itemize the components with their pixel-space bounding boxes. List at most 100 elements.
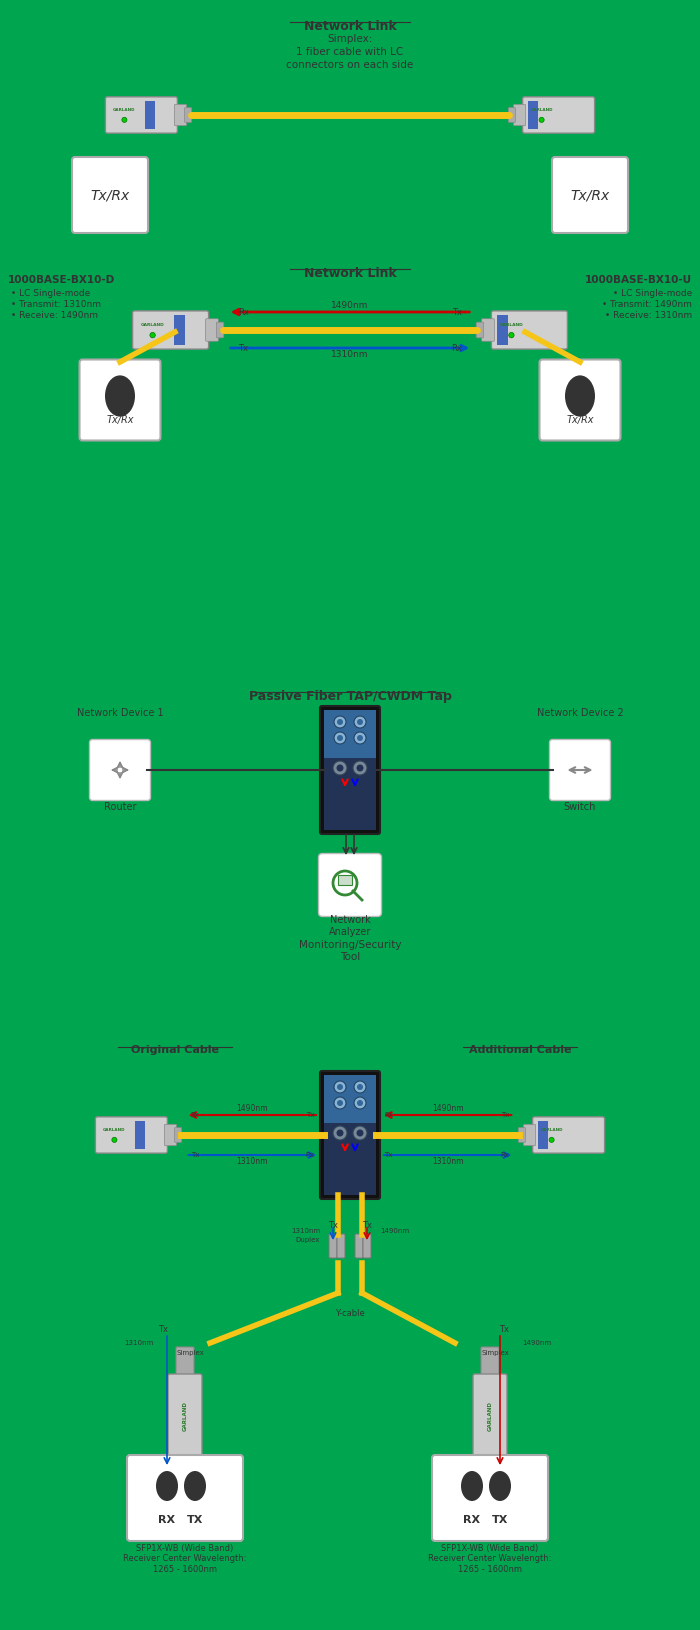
FancyBboxPatch shape bbox=[432, 1456, 548, 1540]
Bar bbox=[324, 1123, 376, 1195]
Circle shape bbox=[337, 719, 343, 725]
Ellipse shape bbox=[461, 1470, 483, 1501]
Circle shape bbox=[337, 764, 344, 771]
Text: Switch: Switch bbox=[564, 802, 596, 812]
Text: • Transmit: 1310nm: • Transmit: 1310nm bbox=[8, 300, 101, 310]
Circle shape bbox=[354, 1081, 366, 1094]
Text: Tx: Tx bbox=[190, 1152, 199, 1157]
Circle shape bbox=[334, 716, 346, 729]
FancyBboxPatch shape bbox=[523, 96, 594, 134]
Circle shape bbox=[353, 761, 367, 774]
Circle shape bbox=[333, 761, 347, 774]
FancyBboxPatch shape bbox=[132, 311, 209, 349]
Text: • LC Single-mode: • LC Single-mode bbox=[610, 289, 692, 298]
Bar bbox=[174, 315, 185, 346]
FancyBboxPatch shape bbox=[106, 96, 177, 134]
Circle shape bbox=[334, 1097, 346, 1108]
Circle shape bbox=[150, 333, 155, 337]
Text: Passive Fiber TAP/CWDM Tap: Passive Fiber TAP/CWDM Tap bbox=[248, 689, 452, 703]
Circle shape bbox=[122, 117, 127, 122]
FancyBboxPatch shape bbox=[168, 1374, 202, 1457]
Circle shape bbox=[357, 1100, 363, 1107]
Text: Router: Router bbox=[104, 802, 136, 812]
Text: GARLAND: GARLAND bbox=[540, 1128, 563, 1133]
Text: 1310nm: 1310nm bbox=[290, 1227, 320, 1234]
FancyBboxPatch shape bbox=[533, 1117, 605, 1152]
Circle shape bbox=[539, 117, 544, 122]
FancyBboxPatch shape bbox=[355, 1234, 363, 1258]
Text: Network Device 1: Network Device 1 bbox=[77, 707, 163, 717]
Text: 1310nm: 1310nm bbox=[124, 1340, 153, 1346]
Text: Rx: Rx bbox=[238, 308, 248, 316]
Text: 1490nm: 1490nm bbox=[380, 1227, 409, 1234]
Text: GARLAND: GARLAND bbox=[487, 1402, 493, 1431]
Text: Rx: Rx bbox=[384, 1112, 393, 1118]
Circle shape bbox=[337, 735, 343, 742]
Text: Rx: Rx bbox=[452, 344, 462, 352]
FancyBboxPatch shape bbox=[518, 1128, 526, 1143]
FancyBboxPatch shape bbox=[80, 360, 160, 440]
Text: 1490nm: 1490nm bbox=[237, 1104, 268, 1113]
Text: Tx: Tx bbox=[158, 1325, 168, 1335]
FancyBboxPatch shape bbox=[524, 1125, 536, 1146]
Circle shape bbox=[356, 1130, 363, 1136]
Text: Tx: Tx bbox=[306, 1112, 314, 1118]
Ellipse shape bbox=[489, 1470, 511, 1501]
Text: • Receive: 1310nm: • Receive: 1310nm bbox=[602, 311, 692, 319]
Text: 1310nm: 1310nm bbox=[331, 350, 369, 359]
Text: Simplex: Simplex bbox=[176, 1350, 204, 1356]
Bar bbox=[324, 1076, 376, 1123]
FancyBboxPatch shape bbox=[473, 1374, 507, 1457]
Text: Network Device 2: Network Device 2 bbox=[537, 707, 624, 717]
FancyBboxPatch shape bbox=[216, 323, 224, 337]
Text: 1490nm: 1490nm bbox=[432, 1104, 463, 1113]
Text: Rx: Rx bbox=[500, 1152, 510, 1157]
Text: Tx: Tx bbox=[362, 1221, 372, 1231]
Circle shape bbox=[334, 732, 346, 743]
Text: GARLAND: GARLAND bbox=[113, 108, 136, 112]
Text: GARLAND: GARLAND bbox=[141, 323, 164, 328]
Text: • Receive: 1490nm: • Receive: 1490nm bbox=[8, 311, 98, 319]
Circle shape bbox=[357, 1084, 363, 1090]
Text: Tx: Tx bbox=[328, 1221, 338, 1231]
Text: 1310nm: 1310nm bbox=[237, 1157, 268, 1165]
FancyBboxPatch shape bbox=[174, 1128, 182, 1143]
Circle shape bbox=[509, 333, 514, 337]
Text: TX: TX bbox=[187, 1514, 203, 1526]
Text: Y-cable: Y-cable bbox=[335, 1309, 365, 1317]
Circle shape bbox=[112, 1138, 117, 1143]
Text: Network
Analyzer: Network Analyzer bbox=[329, 914, 371, 937]
Text: Original Cable: Original Cable bbox=[131, 1045, 219, 1055]
Text: Tx/Rx: Tx/Rx bbox=[566, 416, 594, 425]
Circle shape bbox=[334, 1081, 346, 1094]
Text: SFP1X-WB (Wide Band)
Receiver Center Wavelength:
1265 - 1600nm: SFP1X-WB (Wide Band) Receiver Center Wav… bbox=[428, 1544, 552, 1575]
Text: Simplex: Simplex bbox=[481, 1350, 509, 1356]
FancyBboxPatch shape bbox=[329, 1234, 337, 1258]
Circle shape bbox=[356, 764, 363, 771]
FancyBboxPatch shape bbox=[482, 319, 494, 341]
Text: Simplex:: Simplex: bbox=[328, 34, 372, 44]
FancyBboxPatch shape bbox=[164, 1125, 176, 1146]
Text: TX: TX bbox=[492, 1514, 508, 1526]
Circle shape bbox=[353, 1126, 367, 1139]
FancyBboxPatch shape bbox=[185, 108, 192, 122]
Text: Network Link: Network Link bbox=[304, 267, 396, 280]
Text: Tx/Rx: Tx/Rx bbox=[106, 416, 134, 425]
Bar bbox=[538, 1121, 548, 1149]
Bar bbox=[497, 315, 508, 346]
Circle shape bbox=[354, 716, 366, 729]
Text: Additional Cable: Additional Cable bbox=[469, 1045, 571, 1055]
Text: RX: RX bbox=[463, 1514, 481, 1526]
FancyBboxPatch shape bbox=[90, 740, 150, 800]
FancyBboxPatch shape bbox=[491, 311, 568, 349]
Text: 1 fiber cable with LC: 1 fiber cable with LC bbox=[296, 47, 404, 57]
Circle shape bbox=[337, 1130, 344, 1136]
Text: GARLAND: GARLAND bbox=[103, 1128, 126, 1133]
FancyBboxPatch shape bbox=[176, 1346, 194, 1379]
FancyBboxPatch shape bbox=[540, 360, 620, 440]
Text: Tx/Rx: Tx/Rx bbox=[90, 187, 130, 202]
Circle shape bbox=[337, 1084, 343, 1090]
Text: Monitoring/Security
Tool: Monitoring/Security Tool bbox=[299, 941, 401, 962]
FancyBboxPatch shape bbox=[206, 319, 218, 341]
FancyBboxPatch shape bbox=[508, 108, 515, 122]
